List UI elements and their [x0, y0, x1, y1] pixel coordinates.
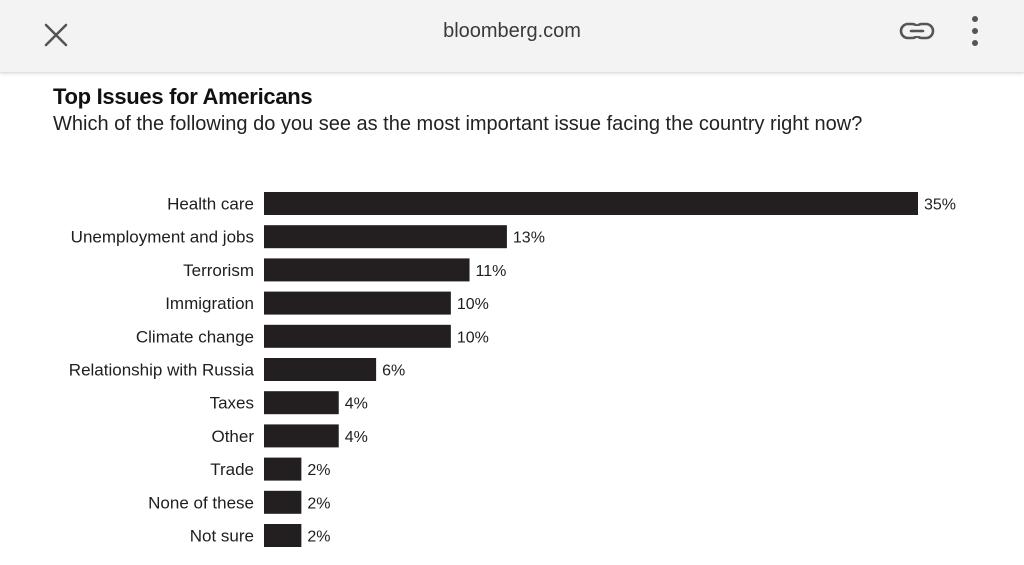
value-label: 2% — [307, 462, 330, 479]
close-button[interactable] — [38, 17, 74, 53]
bar — [264, 192, 918, 215]
value-label: 2% — [307, 495, 330, 512]
bar — [264, 324, 451, 348]
bar — [264, 524, 302, 547]
category-label: Trade — [210, 460, 254, 479]
value-label: 35% — [924, 197, 956, 214]
url-text[interactable]: bloomberg.com — [443, 20, 581, 42]
category-label: Other — [211, 427, 254, 446]
value-label: 10% — [457, 296, 489, 313]
category-label: Relationship with Russia — [69, 361, 255, 380]
more-vertical-icon — [972, 16, 978, 46]
value-label: 4% — [345, 429, 368, 446]
value-label: 13% — [513, 230, 545, 247]
chart-title: Top Issues for Americans — [53, 84, 313, 109]
category-label: Immigration — [165, 294, 254, 313]
value-label: 10% — [457, 329, 489, 346]
category-label: Climate change — [136, 327, 254, 346]
category-label: Taxes — [210, 394, 254, 413]
bar — [264, 391, 339, 415]
chart-subtitle: Which of the following do you see as the… — [53, 113, 863, 135]
link-icon — [899, 22, 935, 40]
bar — [264, 358, 377, 381]
browser-toolbar: bloomberg.com — [0, 0, 1024, 73]
category-label: Unemployment and jobs — [71, 228, 254, 247]
more-options-button[interactable] — [962, 12, 988, 50]
category-label: None of these — [148, 493, 254, 512]
category-label: Terrorism — [183, 261, 254, 280]
value-label: 11% — [476, 263, 507, 280]
bar — [264, 258, 470, 282]
category-label: Health care — [167, 195, 254, 214]
bar — [264, 225, 507, 249]
category-label: Not sure — [190, 527, 254, 546]
bar — [264, 424, 339, 448]
copy-link-button[interactable] — [897, 16, 937, 46]
bar — [264, 291, 451, 315]
bar — [264, 490, 302, 514]
value-label: 2% — [307, 529, 330, 546]
close-icon — [44, 23, 68, 47]
bar — [264, 457, 302, 481]
value-label: 6% — [382, 363, 405, 380]
value-label: 4% — [345, 396, 368, 413]
